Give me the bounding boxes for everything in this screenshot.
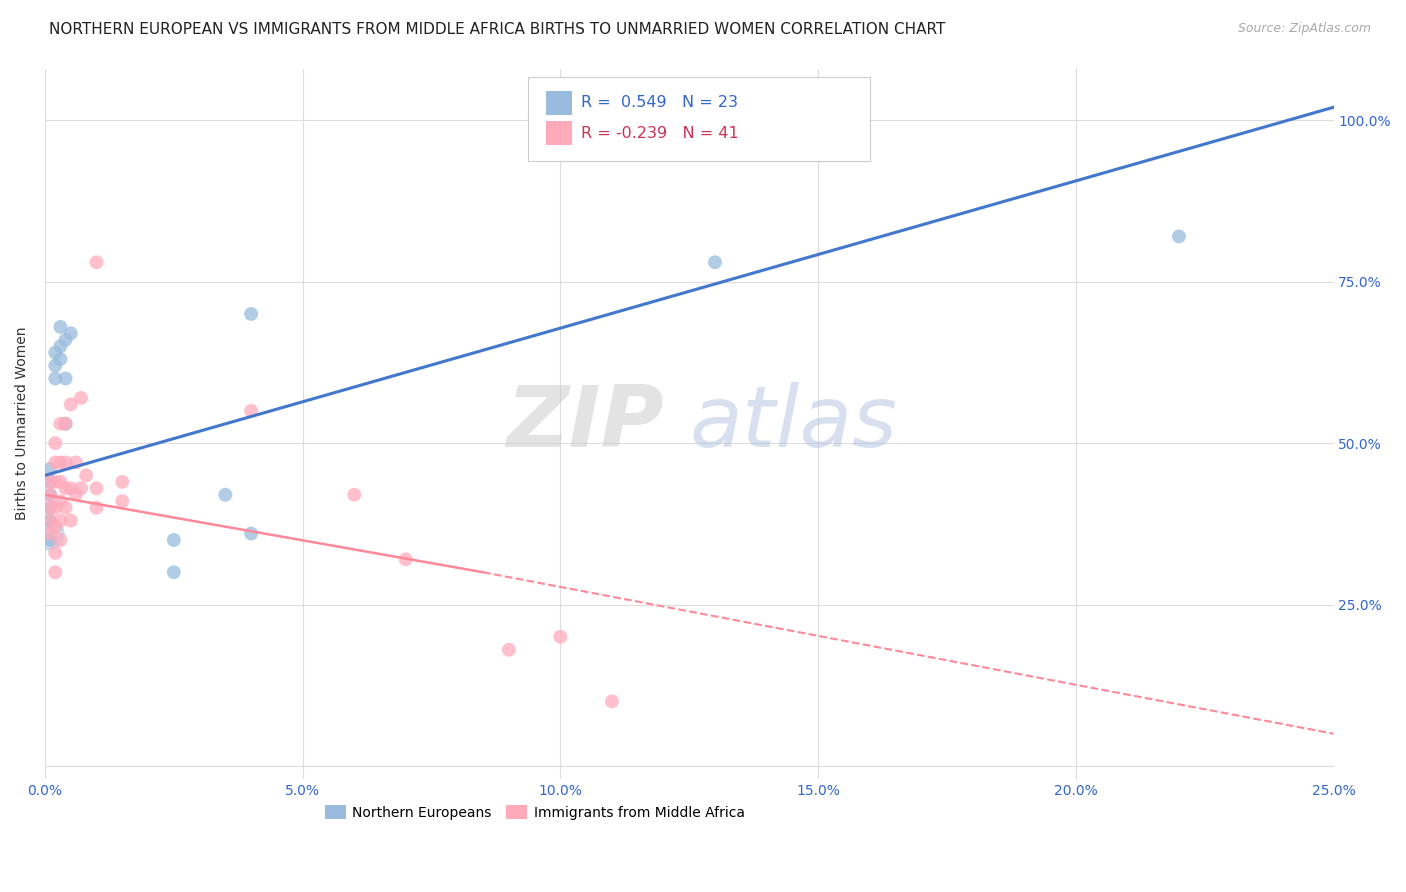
Point [395,552,418,566]
Point [44,455,66,469]
Bar [546,91,572,115]
Point [44,436,66,450]
Point [49,455,72,469]
Point [55,481,77,495]
Point [44,500,66,515]
Point [86,255,108,269]
Point [55,333,77,347]
Point [44,345,66,359]
Point [39,475,62,489]
Point [39,500,62,515]
Point [55,417,77,431]
Bar [546,121,572,145]
Point [240,526,263,541]
Point [75,468,97,483]
Point [65,488,87,502]
Legend: Northern Europeans, Immigrants from Middle Africa: Northern Europeans, Immigrants from Midd… [319,799,749,825]
Point [49,494,72,508]
Point [39,462,62,476]
Point [163,566,186,580]
Point [55,500,77,515]
Point [59,326,82,341]
Point [44,475,66,489]
Point [39,514,62,528]
Point [39,526,62,541]
Text: atlas: atlas [689,382,897,466]
Point [704,255,727,269]
Point [59,481,82,495]
Point [49,319,72,334]
Text: R = -0.239   N = 41: R = -0.239 N = 41 [581,127,738,141]
Point [550,630,572,644]
Point [55,417,77,431]
Point [86,500,108,515]
Point [44,359,66,373]
Point [111,475,134,489]
Point [65,455,87,469]
Point [59,514,82,528]
Point [49,514,72,528]
Point [240,404,263,418]
Point [111,494,134,508]
Point [55,455,77,469]
Text: NORTHERN EUROPEAN VS IMMIGRANTS FROM MIDDLE AFRICA BIRTHS TO UNMARRIED WOMEN COR: NORTHERN EUROPEAN VS IMMIGRANTS FROM MID… [49,22,946,37]
FancyBboxPatch shape [529,77,870,161]
Text: ZIP: ZIP [506,382,664,466]
Point [39,488,62,502]
Point [55,371,77,385]
Point [1167,229,1189,244]
Point [39,488,62,502]
Point [59,397,82,411]
Point [163,533,186,547]
Point [49,475,72,489]
Point [39,514,62,528]
Point [600,694,623,708]
Point [49,533,72,547]
Point [44,566,66,580]
Point [49,352,72,367]
Point [39,533,62,547]
Point [70,391,93,405]
Point [39,500,62,515]
Text: R =  0.549   N = 23: R = 0.549 N = 23 [581,95,738,110]
Point [70,481,93,495]
Point [49,339,72,353]
Point [44,546,66,560]
Text: Source: ZipAtlas.com: Source: ZipAtlas.com [1237,22,1371,36]
Point [343,488,366,502]
Point [49,417,72,431]
Point [214,488,236,502]
Point [498,642,520,657]
Y-axis label: Births to Unmarried Women: Births to Unmarried Women [15,327,30,520]
Point [44,371,66,385]
Point [37,526,59,541]
Point [44,520,66,534]
Point [86,481,108,495]
Point [39,475,62,489]
Point [240,307,263,321]
